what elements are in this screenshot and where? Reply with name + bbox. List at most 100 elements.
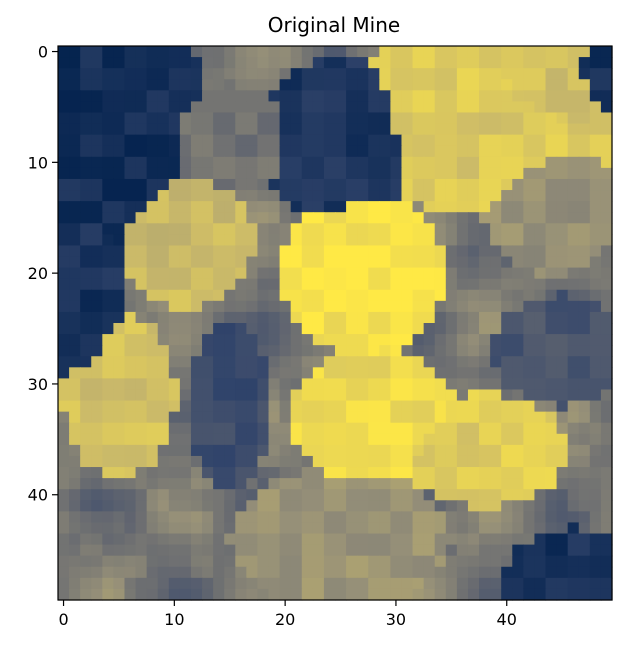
heatmap-cell bbox=[290, 256, 303, 269]
heatmap-cell bbox=[58, 167, 70, 180]
heatmap-cell bbox=[246, 511, 259, 524]
heatmap-cell bbox=[567, 334, 580, 346]
heatmap-cell bbox=[80, 389, 92, 402]
heatmap-cell bbox=[534, 422, 547, 435]
heatmap-cell bbox=[600, 178, 613, 191]
heatmap-cell bbox=[58, 489, 70, 501]
heatmap-cell bbox=[213, 156, 225, 169]
heatmap-cell bbox=[246, 167, 259, 180]
heatmap-cell bbox=[490, 245, 502, 258]
heatmap-cell bbox=[58, 533, 70, 546]
heatmap-cell bbox=[578, 323, 591, 335]
heatmap-cell bbox=[135, 311, 148, 324]
heatmap-cell bbox=[490, 156, 502, 169]
heatmap-cell bbox=[578, 544, 591, 557]
heatmap-cell bbox=[390, 112, 403, 125]
heatmap-cell bbox=[423, 555, 436, 568]
heatmap-cell bbox=[600, 201, 613, 213]
heatmap-cell bbox=[124, 323, 137, 335]
heatmap-cell bbox=[390, 123, 403, 136]
heatmap-cell bbox=[456, 511, 469, 524]
heatmap-cell bbox=[113, 134, 126, 147]
heatmap-cell bbox=[246, 389, 259, 402]
heatmap-cell bbox=[235, 112, 247, 125]
heatmap-cell bbox=[600, 245, 613, 258]
heatmap-cell bbox=[246, 489, 259, 501]
heatmap-cell bbox=[512, 367, 524, 379]
heatmap-cell bbox=[157, 267, 170, 280]
heatmap-cell bbox=[379, 190, 391, 202]
heatmap-cell bbox=[58, 478, 70, 490]
heatmap-cell bbox=[600, 311, 613, 324]
heatmap-cell bbox=[91, 356, 103, 368]
heatmap-cell bbox=[368, 566, 380, 579]
heatmap-cell bbox=[312, 500, 325, 512]
heatmap-cell bbox=[246, 245, 259, 258]
heatmap-cell bbox=[290, 500, 303, 512]
heatmap-cell bbox=[190, 511, 203, 524]
heatmap-cell bbox=[423, 411, 436, 424]
heatmap-cell bbox=[545, 356, 558, 368]
heatmap-cell bbox=[301, 156, 314, 169]
heatmap-cell bbox=[578, 356, 591, 368]
heatmap-cell bbox=[512, 533, 524, 546]
heatmap-cell bbox=[58, 455, 70, 468]
heatmap-cell bbox=[323, 145, 336, 158]
heatmap-cell bbox=[69, 389, 81, 402]
heatmap-cell bbox=[168, 367, 181, 379]
heatmap-cell bbox=[80, 201, 92, 213]
heatmap-cell bbox=[412, 411, 425, 424]
heatmap-cell bbox=[578, 223, 591, 235]
heatmap-cell bbox=[523, 190, 536, 202]
heatmap-cell bbox=[578, 400, 591, 413]
heatmap-cell bbox=[246, 411, 259, 424]
heatmap-cell bbox=[567, 422, 580, 435]
heatmap-cell bbox=[202, 356, 214, 368]
heatmap-cell bbox=[224, 300, 236, 313]
heatmap-cell bbox=[179, 300, 192, 313]
heatmap-cell bbox=[113, 300, 126, 313]
heatmap-cell bbox=[423, 167, 436, 180]
heatmap-cell bbox=[113, 256, 126, 269]
heatmap-cell bbox=[357, 433, 369, 446]
heatmap-cell bbox=[102, 455, 114, 468]
heatmap-cell bbox=[124, 334, 137, 346]
heatmap-cell bbox=[246, 544, 259, 557]
heatmap-cell bbox=[157, 455, 170, 468]
heatmap-cell bbox=[224, 455, 236, 468]
heatmap-cell bbox=[102, 167, 114, 180]
heatmap-cell bbox=[135, 223, 148, 235]
heatmap-cell bbox=[335, 79, 347, 91]
heatmap-cell bbox=[401, 289, 414, 302]
heatmap-cell bbox=[224, 400, 236, 413]
heatmap-cell bbox=[257, 588, 270, 601]
heatmap-cell bbox=[224, 256, 236, 269]
heatmap-cell bbox=[545, 245, 558, 258]
heatmap-cell bbox=[346, 245, 358, 258]
heatmap-cell bbox=[69, 145, 81, 158]
heatmap-cell bbox=[179, 566, 192, 579]
heatmap-cell bbox=[479, 278, 491, 291]
heatmap-cell bbox=[257, 433, 270, 446]
heatmap-cell bbox=[445, 156, 458, 169]
heatmap-cell bbox=[146, 101, 159, 114]
heatmap-cell bbox=[567, 455, 580, 468]
heatmap-cell bbox=[179, 522, 192, 535]
heatmap-cell bbox=[368, 101, 380, 114]
heatmap-cell bbox=[401, 411, 414, 424]
heatmap-cell bbox=[467, 156, 480, 169]
heatmap-cell bbox=[346, 411, 358, 424]
heatmap-cell bbox=[168, 311, 181, 324]
heatmap-cell bbox=[512, 201, 524, 213]
heatmap-cell bbox=[235, 467, 247, 479]
heatmap-cell bbox=[268, 367, 281, 379]
heatmap-cell bbox=[589, 588, 602, 601]
heatmap-cell bbox=[235, 311, 247, 324]
heatmap-cell bbox=[168, 101, 181, 114]
heatmap-cell bbox=[323, 267, 336, 280]
heatmap-cell bbox=[412, 90, 425, 102]
heatmap-cell bbox=[279, 455, 292, 468]
heatmap-cell bbox=[401, 234, 414, 247]
heatmap-cell bbox=[357, 178, 369, 191]
heatmap-cell bbox=[69, 311, 81, 324]
